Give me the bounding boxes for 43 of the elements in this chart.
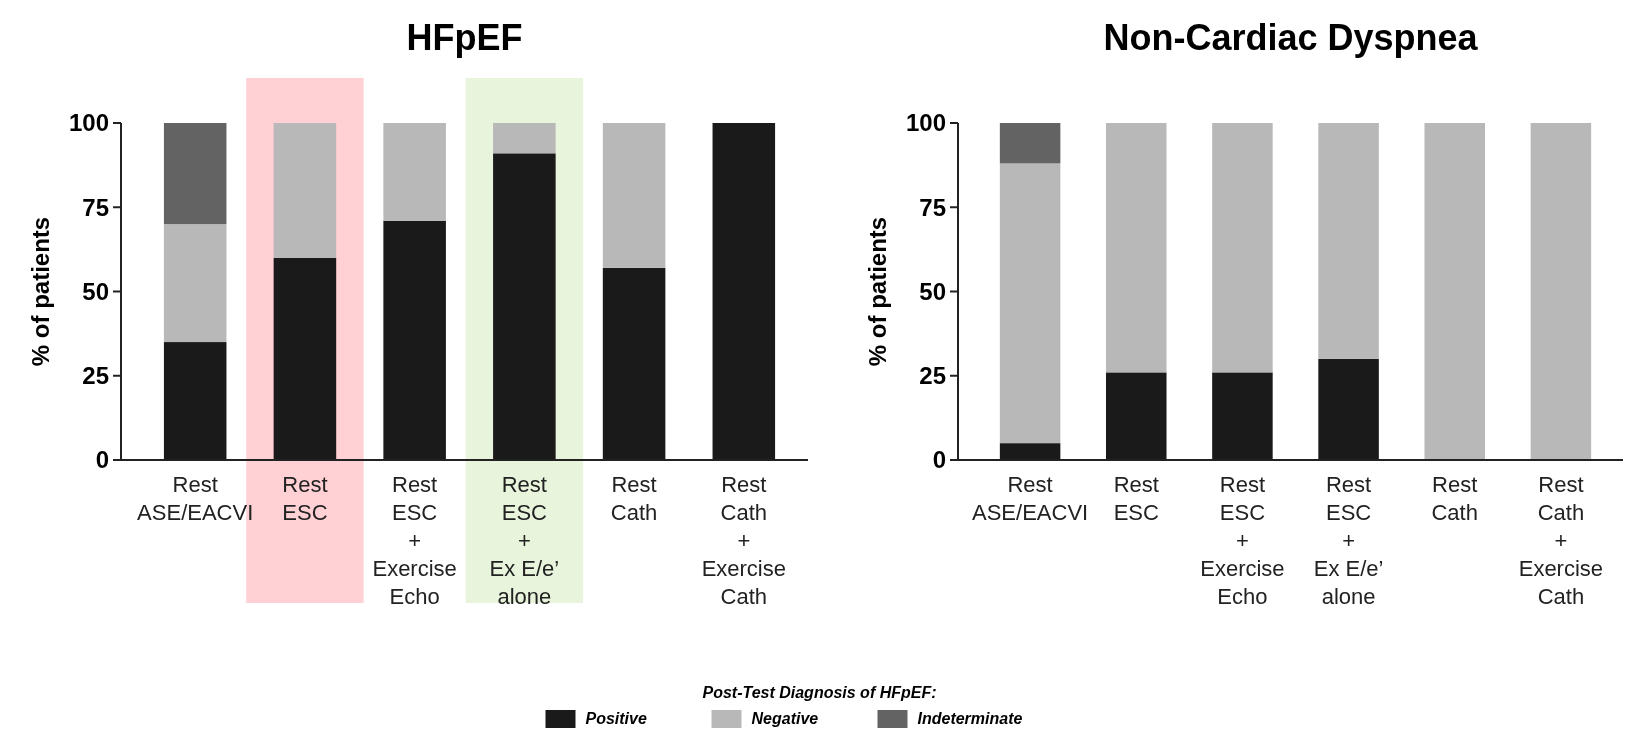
x-tick-label: Rest ASE/EACVI <box>972 472 1089 525</box>
x-tick-label: Rest ESC + Ex E/e’ alone <box>489 472 560 609</box>
chart-title: Non-Cardiac Dyspnea <box>1103 17 1479 58</box>
x-tick-label: Rest Cath <box>1431 472 1478 525</box>
chart-title: HFpEF <box>406 17 523 58</box>
y-tick-label: 25 <box>919 362 946 390</box>
y-axis-title: % of patients <box>864 216 891 367</box>
legend-label: Negative <box>751 710 819 727</box>
bar <box>999 123 1061 164</box>
bar <box>602 123 666 268</box>
x-tick-label: Rest ESC <box>1113 472 1159 525</box>
bar <box>163 123 227 225</box>
y-tick-label: 75 <box>919 193 946 221</box>
bar <box>163 224 227 343</box>
x-tick-label: Rest ESC + Ex E/e’ alone <box>1313 472 1384 609</box>
bar <box>999 163 1061 444</box>
y-axis-title: % of patients <box>27 216 54 367</box>
x-tick-label: Rest Cath + Exercise Cath <box>701 472 786 609</box>
y-tick-label: 100 <box>68 109 109 137</box>
bar <box>1212 123 1273 373</box>
y-tick-label: 25 <box>82 362 109 390</box>
y-tick-label: 0 <box>932 446 946 474</box>
y-tick-label: 75 <box>82 193 109 221</box>
y-tick-label: 50 <box>919 277 946 305</box>
x-tick-label: Rest ASE/EACVI <box>137 472 254 525</box>
y-tick-label: 0 <box>95 446 109 474</box>
x-tick-label: Rest Cath + Exercise Cath <box>1518 472 1604 609</box>
bar <box>273 123 337 258</box>
legend-label: Positive <box>585 710 647 727</box>
bar <box>1318 123 1379 359</box>
x-tick-label: Rest Cath <box>610 472 658 525</box>
legend-label: Indeterminate <box>917 710 1023 727</box>
bar <box>1106 123 1167 373</box>
bar <box>493 123 556 154</box>
bar <box>1530 123 1592 460</box>
bar <box>1424 123 1485 460</box>
x-tick-label: Rest ESC + Exercise Echo <box>1200 472 1285 609</box>
y-tick-label: 100 <box>905 109 946 137</box>
x-tick-label: Rest ESC <box>282 472 328 525</box>
y-tick-label: 50 <box>82 277 109 305</box>
x-tick-label: Rest ESC + Exercise Echo <box>372 472 457 609</box>
bar <box>383 123 446 221</box>
legend-title: Post-Test Diagnosis of HFpEF: <box>702 684 937 701</box>
